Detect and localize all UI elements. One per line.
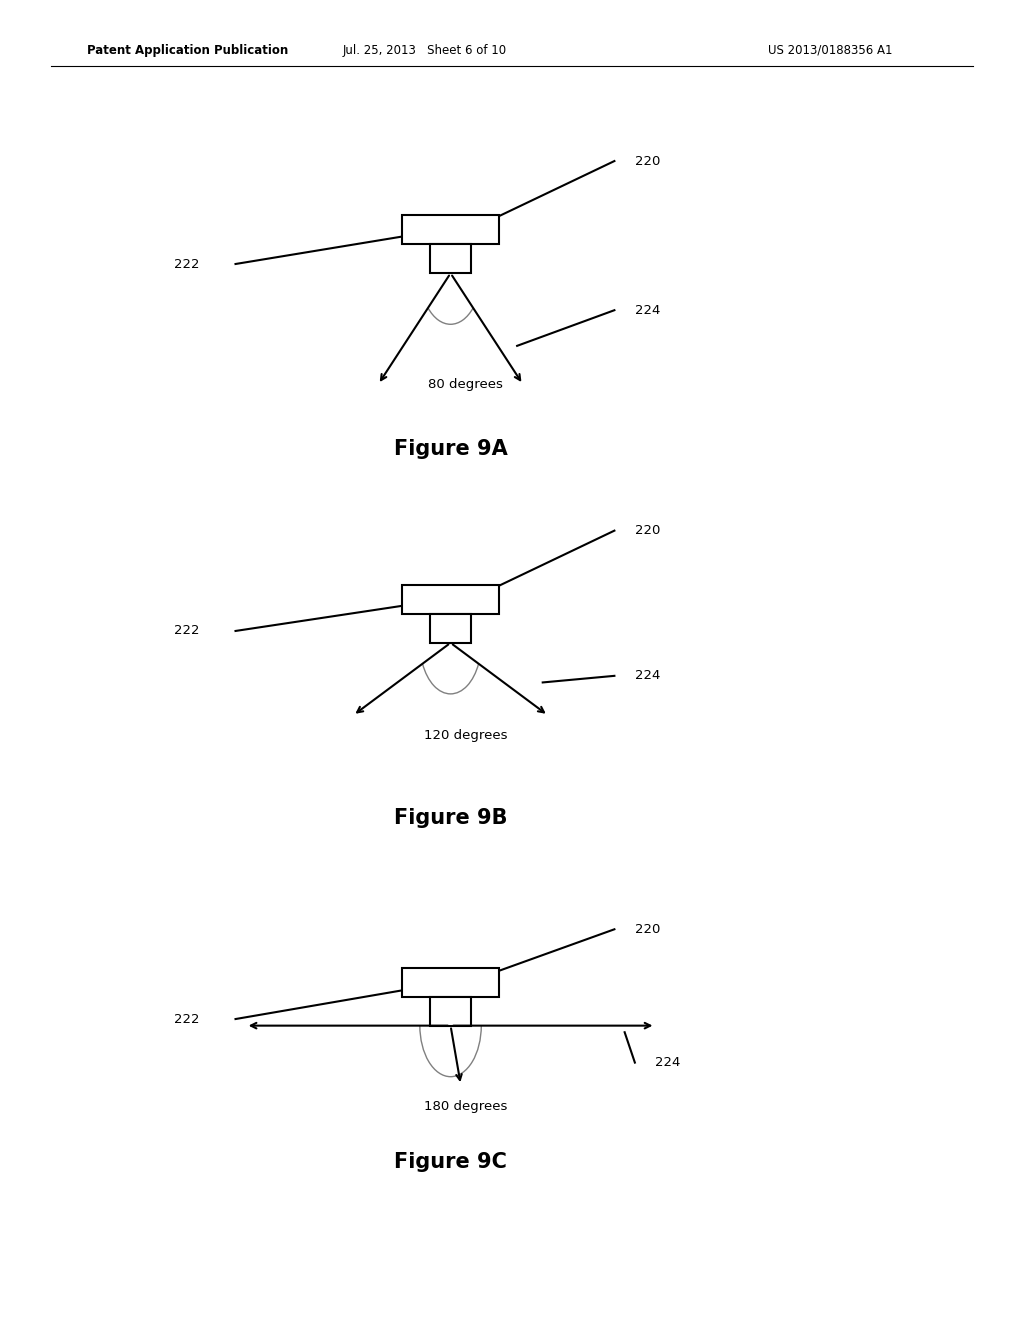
- Text: 220: 220: [635, 154, 660, 168]
- Text: 224: 224: [635, 304, 660, 317]
- Text: Jul. 25, 2013   Sheet 6 of 10: Jul. 25, 2013 Sheet 6 of 10: [343, 44, 507, 57]
- Bar: [430, 614, 471, 643]
- Text: Patent Application Publication: Patent Application Publication: [87, 44, 289, 57]
- Text: 224: 224: [635, 669, 660, 682]
- Text: 224: 224: [655, 1056, 681, 1069]
- Text: 80 degrees: 80 degrees: [428, 378, 504, 391]
- Text: 220: 220: [635, 923, 660, 936]
- Text: US 2013/0188356 A1: US 2013/0188356 A1: [768, 44, 893, 57]
- Text: Figure 9B: Figure 9B: [394, 808, 507, 829]
- Bar: [430, 244, 471, 273]
- Text: 180 degrees: 180 degrees: [424, 1101, 508, 1114]
- Bar: [401, 585, 500, 614]
- Text: 222: 222: [174, 1012, 200, 1026]
- Bar: [401, 215, 500, 244]
- Bar: [401, 968, 500, 997]
- Text: 220: 220: [635, 524, 660, 537]
- Text: 222: 222: [174, 624, 200, 638]
- Text: Figure 9C: Figure 9C: [394, 1151, 507, 1172]
- Text: Figure 9A: Figure 9A: [393, 438, 508, 459]
- Text: 222: 222: [174, 257, 200, 271]
- Text: 120 degrees: 120 degrees: [424, 729, 508, 742]
- Bar: [430, 997, 471, 1026]
